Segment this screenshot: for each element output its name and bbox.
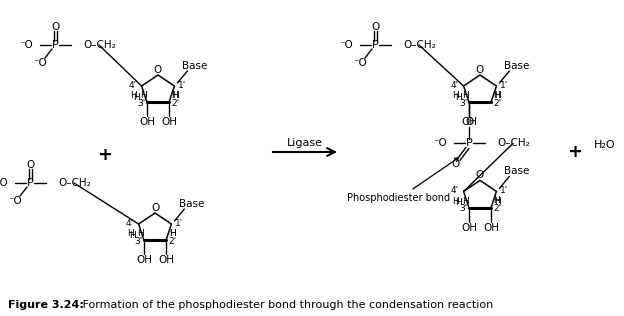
Text: H: H (494, 197, 501, 206)
Text: ⁻O: ⁻O (353, 58, 367, 68)
Text: H: H (462, 92, 469, 100)
Text: 4': 4' (129, 81, 137, 89)
Text: 1': 1' (175, 218, 183, 228)
Text: H: H (494, 92, 501, 100)
Text: P: P (27, 178, 33, 188)
Text: O: O (371, 22, 379, 32)
Text: 1': 1' (500, 186, 509, 195)
Text: H: H (452, 197, 459, 206)
Text: O–CH₂: O–CH₂ (58, 178, 90, 188)
Text: H₂O: H₂O (594, 140, 616, 150)
Text: O: O (466, 118, 474, 127)
Text: O–CH₂: O–CH₂ (403, 40, 436, 50)
Text: H: H (168, 229, 175, 238)
Text: OH: OH (483, 223, 499, 233)
Text: 4': 4' (451, 186, 459, 195)
Text: ⁻O: ⁻O (433, 138, 447, 149)
Text: Base: Base (178, 199, 204, 209)
Text: 2': 2' (493, 204, 501, 213)
Text: Formation of the phosphodiester bond through the condensation reaction: Formation of the phosphodiester bond thr… (79, 300, 493, 310)
Text: H: H (455, 198, 461, 207)
Text: OH: OH (158, 255, 174, 265)
Text: 4': 4' (451, 81, 459, 89)
Text: O: O (476, 170, 484, 180)
Text: ⁻O: ⁻O (33, 58, 47, 68)
Text: P: P (466, 138, 472, 149)
Text: H: H (462, 197, 469, 206)
Text: Base: Base (504, 167, 529, 176)
Text: P: P (372, 40, 378, 50)
Text: 3': 3' (459, 204, 467, 213)
Text: +: + (567, 143, 582, 161)
Text: O–CH₂: O–CH₂ (83, 40, 115, 50)
Text: ⁻O: ⁻O (19, 40, 33, 50)
Text: H: H (127, 229, 134, 239)
Text: H: H (130, 92, 137, 100)
Text: O: O (451, 159, 459, 169)
Text: Phosphodiester bond: Phosphodiester bond (348, 158, 459, 204)
Text: O: O (151, 203, 159, 213)
Text: OH: OH (461, 223, 477, 233)
Text: P: P (52, 40, 59, 50)
Text: H: H (130, 231, 137, 240)
Text: H: H (172, 92, 178, 100)
Text: H: H (452, 92, 459, 100)
Text: H: H (172, 91, 178, 100)
Text: 2': 2' (171, 99, 179, 108)
Text: ⁻O: ⁻O (0, 178, 8, 188)
Text: 4': 4' (125, 218, 134, 228)
Text: O: O (51, 22, 60, 32)
Text: H: H (455, 93, 461, 102)
Text: ⁻O: ⁻O (8, 196, 22, 206)
Text: H: H (494, 196, 500, 205)
Text: 2': 2' (168, 237, 176, 246)
Text: O–CH₂: O–CH₂ (497, 138, 530, 149)
Text: 2': 2' (493, 99, 501, 108)
Text: O: O (154, 65, 162, 75)
Text: 3': 3' (137, 99, 145, 108)
Text: OH: OH (161, 118, 177, 127)
Text: OH: OH (136, 255, 152, 265)
Text: OH: OH (139, 118, 155, 127)
Text: Figure 3.24:: Figure 3.24: (8, 300, 84, 310)
Text: 1': 1' (500, 81, 509, 89)
Text: H: H (494, 91, 500, 100)
Text: OH: OH (461, 118, 477, 127)
Text: Base: Base (182, 61, 207, 71)
Text: H: H (140, 92, 147, 100)
Text: ⁻O: ⁻O (339, 40, 353, 50)
Text: O: O (476, 65, 484, 75)
Text: H: H (133, 93, 139, 102)
Text: Base: Base (504, 61, 529, 71)
Text: 1': 1' (178, 81, 187, 89)
Text: H: H (137, 229, 144, 239)
Text: +: + (97, 146, 112, 164)
Text: H: H (169, 229, 176, 239)
Text: Ligase: Ligase (287, 138, 323, 148)
Text: O: O (26, 160, 34, 170)
Text: 3': 3' (459, 99, 467, 108)
Text: 3': 3' (134, 237, 142, 246)
